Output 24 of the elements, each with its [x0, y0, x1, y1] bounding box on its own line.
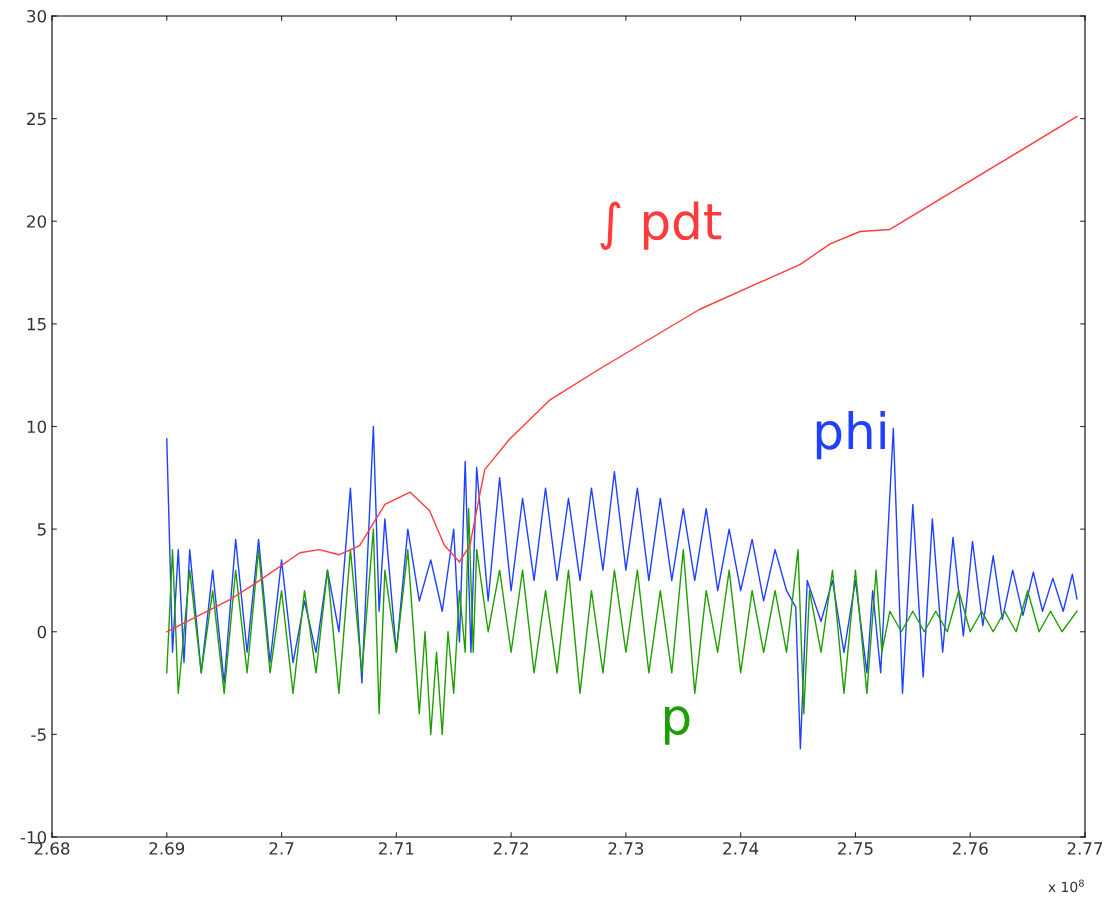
x-tick-label: 2.75: [838, 842, 873, 855]
x-tick-label: 2.77: [1067, 842, 1103, 855]
x-tick-label: 2.69: [149, 842, 185, 855]
x-tick-label: 2.76: [952, 842, 988, 855]
series-label: p: [664, 706, 690, 745]
y-tick-label: 5: [37, 523, 46, 536]
y-tick-label: 25: [27, 112, 46, 126]
y-tick-label: 15: [27, 318, 46, 331]
x-tick-label: 2.7: [269, 842, 294, 855]
y-tick-label: -10: [20, 830, 47, 844]
y-tick-label: 20: [27, 215, 47, 228]
text: x 10$^{8}$: [1048, 879, 1084, 893]
x-tick-label: 2.73: [608, 842, 644, 855]
series-label: phi: [816, 410, 885, 460]
x-tick-label: 2.72: [493, 842, 528, 855]
y-tick-label: 30: [27, 9, 47, 23]
series-label: ∫ pdt: [600, 201, 722, 250]
y-tick-label: 0: [37, 625, 47, 639]
x-tick-label: 2.74: [723, 842, 759, 855]
x-tick-label: 2.68: [34, 842, 70, 855]
y-tick-label: 10: [27, 420, 47, 434]
y-tick-label: -5: [31, 728, 46, 741]
x-tick-label: 2.71: [379, 842, 414, 855]
line-series: [166, 115, 1078, 633]
